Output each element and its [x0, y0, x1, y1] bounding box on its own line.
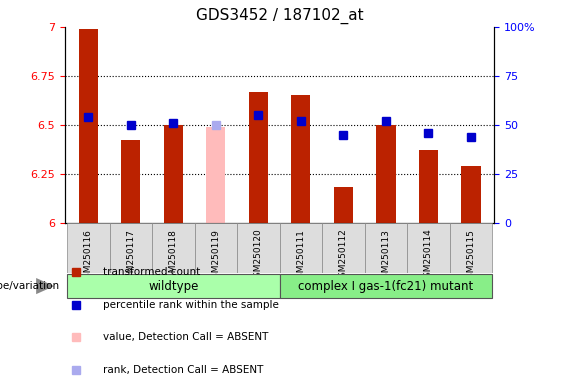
Text: GSM250117: GSM250117 — [127, 229, 136, 284]
Text: GSM250119: GSM250119 — [211, 229, 220, 284]
Bar — [419, 150, 438, 223]
Bar — [462, 166, 481, 223]
Text: transformed count: transformed count — [103, 267, 201, 277]
Bar — [206, 127, 225, 223]
Bar — [292, 95, 311, 223]
Bar — [249, 91, 268, 223]
Text: percentile rank within the sample: percentile rank within the sample — [103, 300, 279, 310]
Text: GSM250113: GSM250113 — [381, 229, 390, 284]
Bar — [280, 223, 322, 273]
Text: value, Detection Call = ABSENT: value, Detection Call = ABSENT — [103, 332, 269, 342]
Bar — [364, 223, 407, 273]
Bar — [334, 187, 353, 223]
Text: GSM250115: GSM250115 — [467, 229, 476, 284]
Bar — [237, 223, 280, 273]
Bar — [164, 125, 183, 223]
Text: genotype/variation: genotype/variation — [0, 281, 59, 291]
Bar — [195, 223, 237, 273]
Text: rank, Detection Call = ABSENT: rank, Detection Call = ABSENT — [103, 365, 264, 375]
Text: wildtype: wildtype — [148, 280, 198, 293]
Text: GSM250114: GSM250114 — [424, 229, 433, 283]
Bar — [322, 223, 364, 273]
Bar — [79, 29, 98, 223]
Bar — [67, 274, 280, 298]
Bar — [407, 223, 450, 273]
Text: GSM250120: GSM250120 — [254, 229, 263, 283]
Text: complex I gas-1(fc21) mutant: complex I gas-1(fc21) mutant — [298, 280, 473, 293]
Text: GSM250116: GSM250116 — [84, 229, 93, 284]
Bar — [121, 141, 141, 223]
Text: GSM250118: GSM250118 — [169, 229, 178, 284]
Bar — [110, 223, 152, 273]
Bar — [280, 274, 492, 298]
Bar — [67, 223, 110, 273]
Text: GSM250111: GSM250111 — [297, 229, 306, 284]
Polygon shape — [36, 278, 54, 294]
Title: GDS3452 / 187102_at: GDS3452 / 187102_at — [196, 8, 363, 24]
Text: GSM250112: GSM250112 — [339, 229, 348, 283]
Bar — [376, 125, 396, 223]
Bar — [450, 223, 492, 273]
Bar — [152, 223, 195, 273]
